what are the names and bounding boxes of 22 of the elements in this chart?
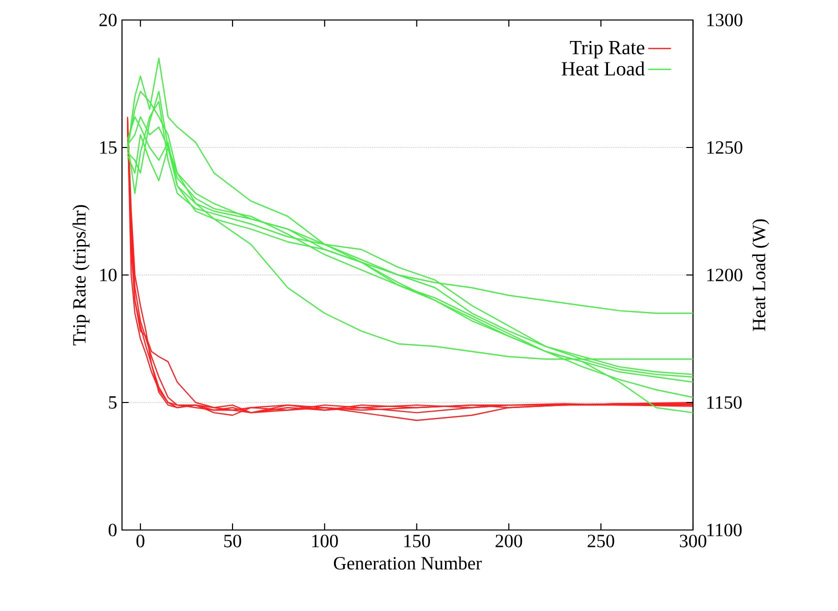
x-tick-label: 250 bbox=[588, 534, 614, 548]
y2-tick-label: 1150 bbox=[707, 396, 742, 409]
y2-tick-label: 1100 bbox=[707, 524, 742, 536]
x-tick-label: 150 bbox=[404, 534, 430, 548]
y2-tick-label: 1250 bbox=[707, 141, 742, 154]
y-tick-label: 20 bbox=[99, 14, 117, 26]
x-tick-label: 100 bbox=[312, 534, 338, 548]
x-tick-label: 200 bbox=[496, 534, 522, 548]
y2-tick-label: 1200 bbox=[707, 268, 742, 282]
x-tick-label: 300 bbox=[680, 534, 706, 548]
y-tick-label: 5 bbox=[109, 396, 117, 409]
y-tick-label: 10 bbox=[100, 268, 117, 282]
legend-label: Heat Load bbox=[562, 61, 645, 76]
x-axis-title: Generation Number bbox=[334, 556, 482, 570]
x-tick-label: 50 bbox=[224, 534, 242, 548]
y-tick-label: 15 bbox=[100, 141, 117, 154]
y2-tick-label: 1300 bbox=[707, 14, 742, 26]
x-tick-label: 0 bbox=[136, 534, 144, 548]
y2-axis-title: Heat Load (W) bbox=[752, 219, 770, 331]
legend-label: Trip Rate bbox=[570, 40, 644, 58]
y-tick-label: 0 bbox=[108, 524, 117, 536]
y-axis-title: Trip Rate (trips/hr) bbox=[72, 205, 90, 346]
